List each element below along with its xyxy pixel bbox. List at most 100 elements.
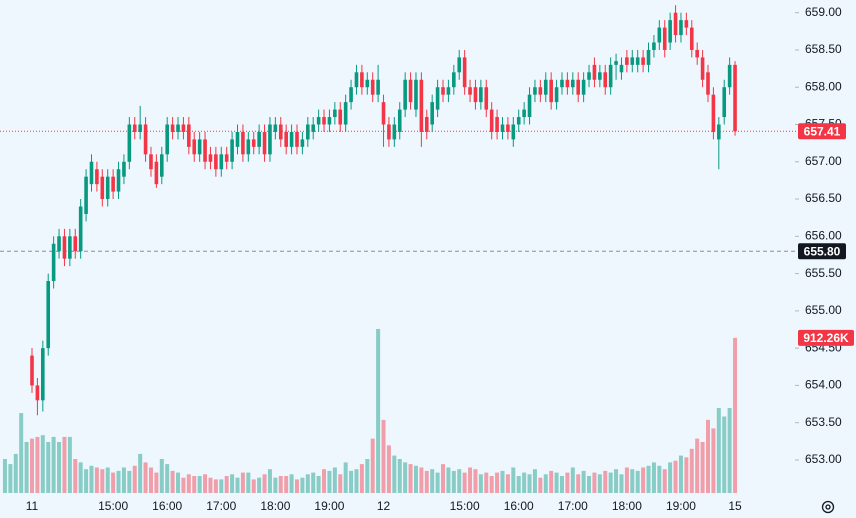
volume-bar [154,472,159,493]
volume-bar [349,470,354,493]
volume-bar [224,476,229,493]
x-tick-label: 19:00 [314,499,344,513]
volume-bar [219,479,224,493]
volume-bar [451,470,456,493]
candle-body [224,154,229,162]
volume-bar [408,464,413,493]
candle-body [154,161,159,185]
volume-bar [181,477,186,493]
settings-icon[interactable] [821,500,835,514]
gear-inner [825,504,831,510]
volume-bar [624,467,629,493]
volume-bar [251,479,256,493]
volume-bar [322,469,327,493]
volume-bar [457,469,462,493]
y-tick-label: 659.00 [805,5,842,19]
candle-body [717,124,721,140]
volume-bar [495,472,500,493]
candle-body [84,176,88,214]
volume-bar [57,442,62,493]
volume-bar [230,474,235,493]
volume-bar [197,476,202,493]
candle-body [176,124,180,132]
candle-body [187,124,191,147]
volume-bar [132,465,137,493]
volume-bar [646,465,651,493]
volume-bar [657,465,662,493]
candle-body [89,161,94,185]
candle-body [430,102,434,125]
candle-body [181,124,186,132]
candle-body [722,87,727,118]
volume-bar [278,476,283,493]
y-tick-label: 655.00 [805,303,842,317]
candle-body [51,243,56,282]
volume-bar [706,419,710,493]
volume-bar [673,460,678,493]
candle-body [360,72,364,88]
candle-body [403,79,407,110]
volume-bar [300,477,305,493]
candle-body [527,94,532,118]
volume-bar [478,474,483,493]
overlay: 657.41 655.80 912.26K [0,123,854,346]
candle-body [306,124,310,140]
volume-bar [554,472,559,493]
candle-body [484,87,489,110]
volume-bar [386,445,391,493]
candle-body [149,154,153,170]
volume-bar [559,476,564,493]
candle-body [143,124,148,155]
candle-body [381,102,386,125]
volume-bar [678,455,683,493]
candle-body [343,102,348,125]
y-tick-label: 655.50 [805,266,842,280]
volume-bar [62,436,67,493]
candle-body [657,27,662,43]
volume-bar [489,476,494,493]
volume-bar [89,465,94,493]
volume-bar [668,462,673,493]
candle-body [560,79,564,88]
candle-body [300,139,305,147]
candle-body [197,139,202,155]
volume-bar [608,472,613,493]
volume-bar [138,453,143,493]
candle-body [257,131,261,147]
candle-body [603,72,608,88]
volume-bar [159,459,164,493]
candle-body [68,236,72,259]
y-tick-label: 658.50 [805,42,842,56]
volume-bar [403,462,408,493]
volume-bar [576,474,581,493]
volume-bar [343,462,348,493]
x-tick-label: 11 [26,499,39,513]
volume-bar [581,470,586,493]
volume-bar [511,467,516,493]
candle-body [462,57,467,88]
volume-bar [170,470,175,493]
volume-bar [413,465,418,493]
candle-body [397,109,402,132]
candle-body [262,131,267,155]
gear-outer [821,500,835,514]
volume-bar [651,462,656,493]
candle-body [700,57,705,80]
volume-bar [338,474,343,493]
volume-bar [727,408,732,493]
candle-body [273,124,278,132]
candle-body [289,131,294,147]
candle-body [284,131,288,147]
y-tick-label: 653.00 [805,452,842,466]
volume-bar [711,428,716,493]
volume-bar [468,467,473,493]
x-tick-label: 15:00 [98,499,128,513]
volume-bar [505,474,510,493]
candle-body [219,154,224,170]
candle-body [138,124,142,132]
candle-body [598,72,602,80]
candle-body [235,131,240,147]
volume-bar [289,474,294,493]
